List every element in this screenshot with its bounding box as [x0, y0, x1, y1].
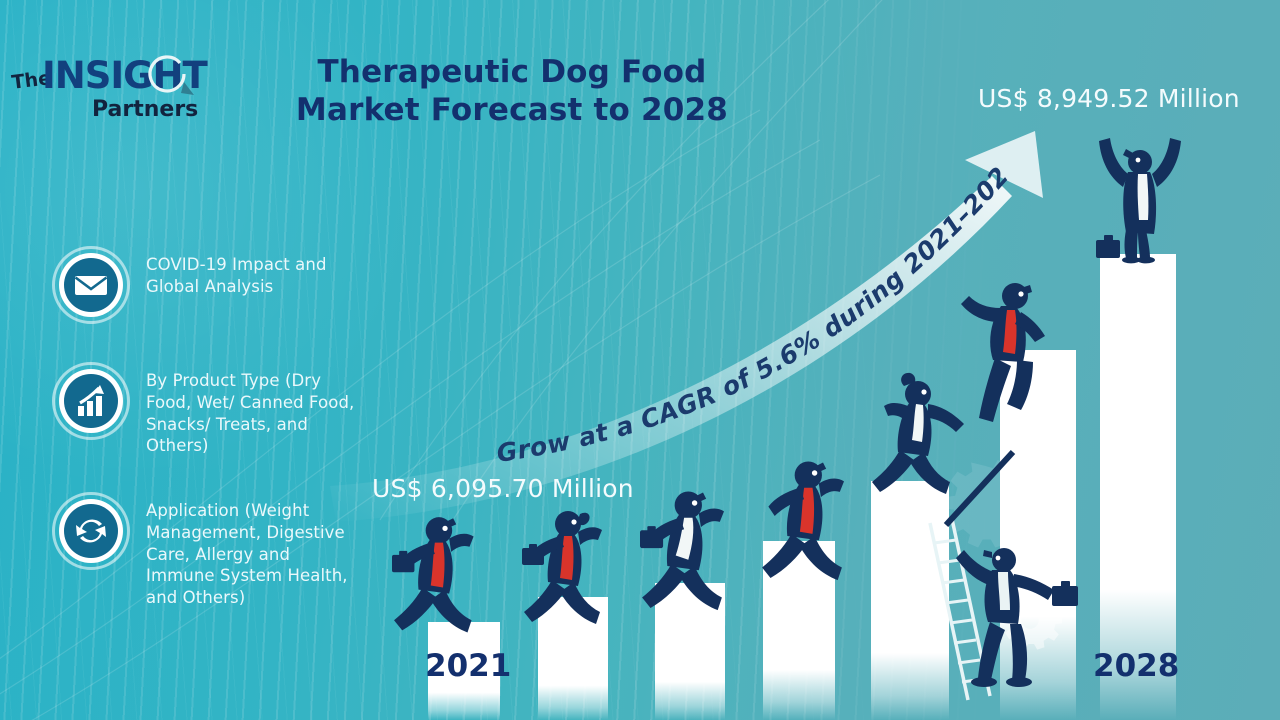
bar-chart-growth-icon — [64, 374, 118, 428]
feature-label: By Product Type (Dry Food, Wet/ Canned F… — [146, 371, 355, 456]
refresh-cycle-icon — [64, 504, 118, 558]
feature-icon-ring — [52, 492, 130, 570]
running-businesswoman-5 — [872, 372, 964, 494]
figure-group — [392, 138, 1181, 687]
feature-label: COVID-19 Impact and Global Analysis — [146, 255, 327, 296]
running-businessman-1 — [392, 517, 474, 633]
climb-pole — [943, 449, 1016, 528]
leaning-businessman-ladder — [956, 548, 1078, 687]
bar-2025 — [871, 481, 949, 720]
feature-item-application[interactable]: Application (Weight Management, Digestiv… — [52, 492, 361, 609]
running-businessman-3 — [640, 491, 724, 611]
feature-icon-wrapper — [52, 362, 130, 440]
end-value-label: US$ 8,949.52 Million — [978, 84, 1240, 113]
climbing-businessman-6 — [961, 283, 1045, 422]
svg-text:The: The — [10, 67, 52, 94]
page-title-line1: Therapeutic Dog Food — [317, 54, 707, 90]
feature-icon-ring — [52, 362, 130, 440]
feature-icon-wrapper — [52, 246, 130, 324]
start-value-label: US$ 6,095.70 Million — [372, 474, 634, 503]
bar-2021 — [428, 622, 500, 720]
axis-label-2028: 2028 — [1093, 648, 1180, 684]
celebrating-businessman-top — [1096, 138, 1181, 264]
axis-label-2021: 2021 — [425, 648, 512, 684]
svg-text:Partners: Partners — [92, 97, 198, 122]
envelope-icon — [64, 258, 118, 312]
feature-icon-wrapper — [52, 492, 130, 570]
running-businesswoman-2 — [522, 511, 602, 624]
company-logo[interactable]: The INSIGHT Partners — [8, 36, 223, 126]
svg-text:INSIGHT: INSIGHT — [42, 54, 208, 97]
growth-arrow-icon — [330, 131, 1043, 522]
feature-label: Application (Weight Management, Digestiv… — [146, 501, 348, 608]
bar-2028 — [1100, 254, 1176, 720]
page-title-line2: Market Forecast to 2028 — [295, 91, 729, 128]
feature-icon-ring — [52, 246, 130, 324]
running-businessman-4 — [762, 461, 844, 581]
page-title: Therapeutic Dog Food Market Forecast to … — [232, 54, 792, 130]
feature-item-covid-impact[interactable]: COVID-19 Impact and Global Analysis — [52, 246, 361, 324]
bar-2026 — [1000, 350, 1076, 720]
feature-item-product-type[interactable]: By Product Type (Dry Food, Wet/ Canned F… — [52, 362, 361, 457]
